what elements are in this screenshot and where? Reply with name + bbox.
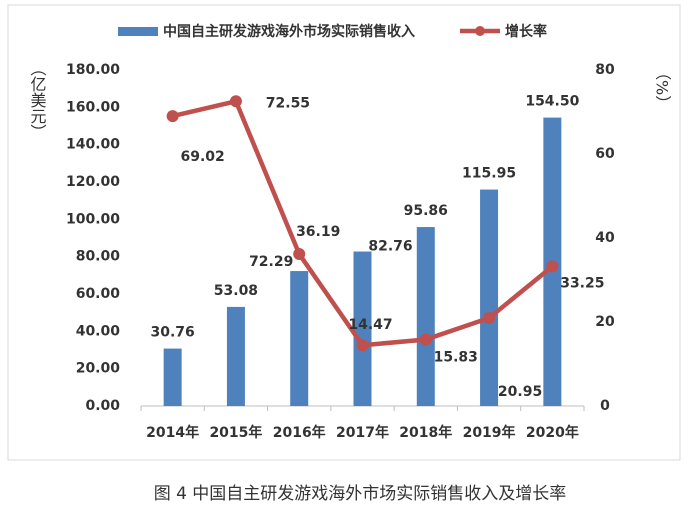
- line-point: [356, 339, 369, 352]
- y-tick-label: 160.00: [66, 99, 120, 115]
- bar-value-label: 30.76: [150, 325, 194, 341]
- chart-frame: [7, 4, 681, 461]
- bar: [226, 306, 245, 406]
- line-point: [166, 110, 179, 123]
- line-point: [229, 95, 242, 108]
- x-tick-label: 2015年: [209, 424, 262, 441]
- y-tick-label: 180.00: [66, 62, 120, 78]
- x-tick-label: 2019年: [463, 424, 516, 441]
- bar-value-label: 154.50: [525, 94, 579, 110]
- x-tick-label: 2014年: [146, 424, 199, 441]
- y2-tick-label: 60: [595, 146, 615, 162]
- legend-label: 中国自主研发游戏海外市场实际销售收入: [163, 23, 415, 40]
- legend-swatch: [475, 26, 485, 36]
- line-value-label: 14.47: [348, 317, 392, 333]
- y-axis-label: （亿美元）: [28, 60, 47, 140]
- bar: [290, 271, 309, 406]
- line-value-label: 72.55: [266, 95, 310, 111]
- x-tick-label: 2016年: [273, 424, 326, 441]
- bar-value-label: 53.08: [214, 283, 258, 299]
- legend-swatch: [118, 27, 158, 36]
- bar-value-label: 82.76: [368, 239, 412, 255]
- y2-axis-label: （%）: [653, 64, 672, 111]
- y-tick-label: 140.00: [66, 137, 120, 153]
- y-tick-label: 60.00: [76, 286, 121, 302]
- legend-label: 增长率: [505, 23, 547, 40]
- line-value-label: 15.83: [434, 350, 478, 366]
- line-value-label: 69.02: [180, 149, 224, 165]
- y-tick-label: 40.00: [76, 323, 121, 339]
- caption: 图 4 中国自主研发游戏海外市场实际销售收入及增长率: [154, 484, 567, 504]
- x-tick-label: 2017年: [336, 424, 389, 441]
- y-tick-label: 0.00: [85, 398, 120, 414]
- y2-tick-label: 40: [595, 230, 615, 246]
- line-point: [419, 333, 432, 346]
- bar-value-label: 115.95: [462, 166, 516, 182]
- y2-tick-label: 0: [600, 398, 610, 414]
- line-point: [483, 312, 496, 325]
- y-tick-label: 80.00: [76, 249, 121, 265]
- line-point: [546, 260, 559, 273]
- x-tick-label: 2018年: [399, 424, 452, 441]
- bar-value-label: 72.29: [249, 254, 293, 270]
- line-value-label: 33.25: [560, 275, 604, 291]
- y-tick-label: 120.00: [66, 174, 120, 190]
- line-point: [293, 248, 306, 261]
- line-value-label: 36.19: [296, 224, 340, 240]
- bar-value-label: 95.86: [404, 203, 448, 219]
- y2-tick-label: 20: [595, 314, 615, 330]
- line-value-label: 20.95: [498, 384, 542, 400]
- bar: [353, 251, 372, 406]
- bar: [416, 227, 435, 406]
- y-tick-label: 100.00: [66, 211, 120, 227]
- y2-tick-label: 80: [595, 62, 615, 78]
- bar: [163, 348, 182, 406]
- bar: [480, 189, 499, 406]
- y-tick-label: 20.00: [76, 361, 121, 377]
- x-tick-label: 2020年: [526, 424, 579, 441]
